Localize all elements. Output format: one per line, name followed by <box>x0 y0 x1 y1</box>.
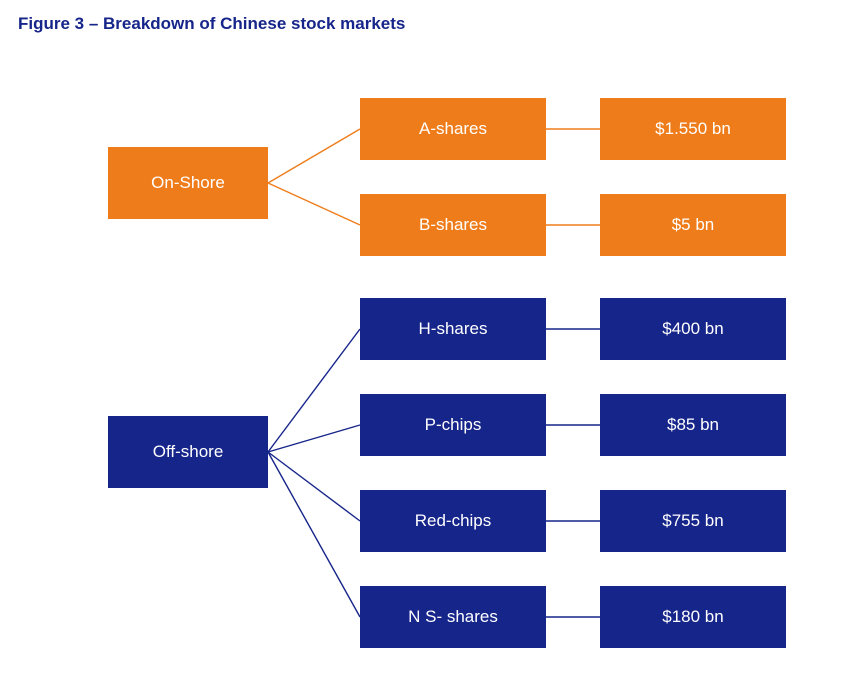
connector-line <box>268 329 360 452</box>
figure-title: Figure 3 – Breakdown of Chinese stock ma… <box>18 14 405 34</box>
offshore-item: N S- shares <box>360 586 546 648</box>
onshore-item-label: B-shares <box>419 215 487 235</box>
onshore-item: B-shares <box>360 194 546 256</box>
onshore-item-label: A-shares <box>419 119 487 139</box>
onshore-value: $1.550 bn <box>600 98 786 160</box>
connector-line <box>268 452 360 521</box>
offshore-item-label: P-chips <box>425 415 482 435</box>
offshore-value: $180 bn <box>600 586 786 648</box>
onshore-value-label: $1.550 bn <box>655 119 731 139</box>
connector-line <box>268 452 360 617</box>
onshore-value: $5 bn <box>600 194 786 256</box>
offshore-value-label: $400 bn <box>662 319 723 339</box>
connector-line <box>268 425 360 452</box>
offshore-item: H-shares <box>360 298 546 360</box>
offshore-value: $400 bn <box>600 298 786 360</box>
offshore-value-label: $85 bn <box>667 415 719 435</box>
offshore-item-label: H-shares <box>419 319 488 339</box>
offshore-item-label: N S- shares <box>408 607 498 627</box>
offshore-item: P-chips <box>360 394 546 456</box>
offshore-item-label: Red-chips <box>415 511 492 531</box>
connector-line <box>268 129 360 183</box>
offshore-root-label: Off-shore <box>153 442 224 462</box>
onshore-value-label: $5 bn <box>672 215 715 235</box>
offshore-root: Off-shore <box>108 416 268 488</box>
offshore-value-label: $180 bn <box>662 607 723 627</box>
onshore-root: On-Shore <box>108 147 268 219</box>
offshore-item: Red-chips <box>360 490 546 552</box>
offshore-value: $755 bn <box>600 490 786 552</box>
connector-line <box>268 183 360 225</box>
onshore-root-label: On-Shore <box>151 173 225 193</box>
onshore-item: A-shares <box>360 98 546 160</box>
offshore-value: $85 bn <box>600 394 786 456</box>
offshore-value-label: $755 bn <box>662 511 723 531</box>
